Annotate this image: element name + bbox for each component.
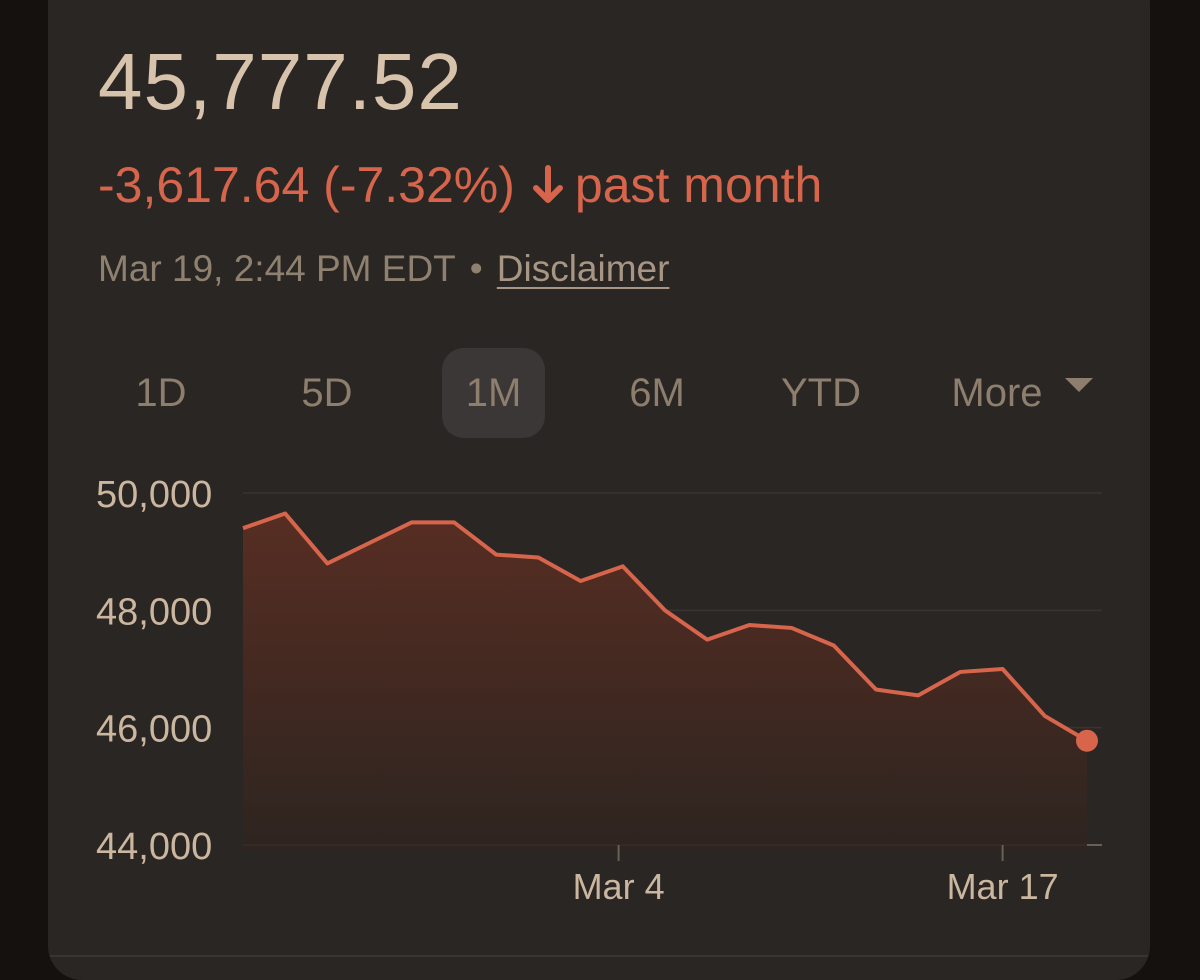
area-fill	[243, 513, 1087, 851]
change-value: -3,617.64 (-7.32%)	[98, 157, 515, 213]
tab-ytd-label: YTD	[781, 371, 861, 415]
card-divider	[50, 955, 1148, 957]
arrow-down-icon	[532, 165, 563, 203]
timestamp: Mar 19, 2:44 PM EDT	[98, 248, 456, 289]
tab-more-label: More	[951, 371, 1043, 415]
tab-1d-label: 1D	[135, 371, 187, 415]
disclaimer-link[interactable]: Disclaimer	[496, 248, 670, 289]
tab-6m[interactable]: 6M	[594, 348, 720, 438]
x-tick-label: Mar 4	[573, 866, 665, 907]
y-tick-label: 44,000	[96, 826, 212, 868]
change-period: past month	[574, 157, 823, 213]
last-price-marker[interactable]	[1076, 729, 1098, 752]
tab-more[interactable]: More	[936, 348, 1108, 438]
timestamp-row: Mar 19, 2:44 PM EDT • Disclaimer	[98, 250, 669, 287]
range-tabs: 1D 5D 1M 6M YTD More	[98, 348, 1108, 438]
y-tick-label: 48,000	[96, 591, 212, 633]
tab-1m[interactable]: 1M	[442, 348, 545, 438]
x-tick-label: Mar 17	[947, 866, 1059, 907]
separator-dot: •	[469, 248, 483, 289]
tab-5d-label: 5D	[301, 371, 353, 415]
tab-1m-label: 1M	[465, 371, 522, 415]
y-tick-label: 46,000	[96, 709, 212, 751]
dropdown-caret-icon	[1064, 378, 1093, 392]
tab-5d[interactable]: 5D	[264, 348, 390, 438]
tab-6m-label: 6M	[629, 371, 685, 415]
price-change: -3,617.64 (-7.32%) past month	[98, 160, 822, 210]
tab-ytd[interactable]: YTD	[758, 348, 884, 438]
tab-1d[interactable]: 1D	[98, 348, 224, 438]
current-price: 45,777.52	[98, 37, 463, 126]
y-tick-label: 50,000	[96, 474, 212, 516]
price-line	[242, 511, 1089, 743]
